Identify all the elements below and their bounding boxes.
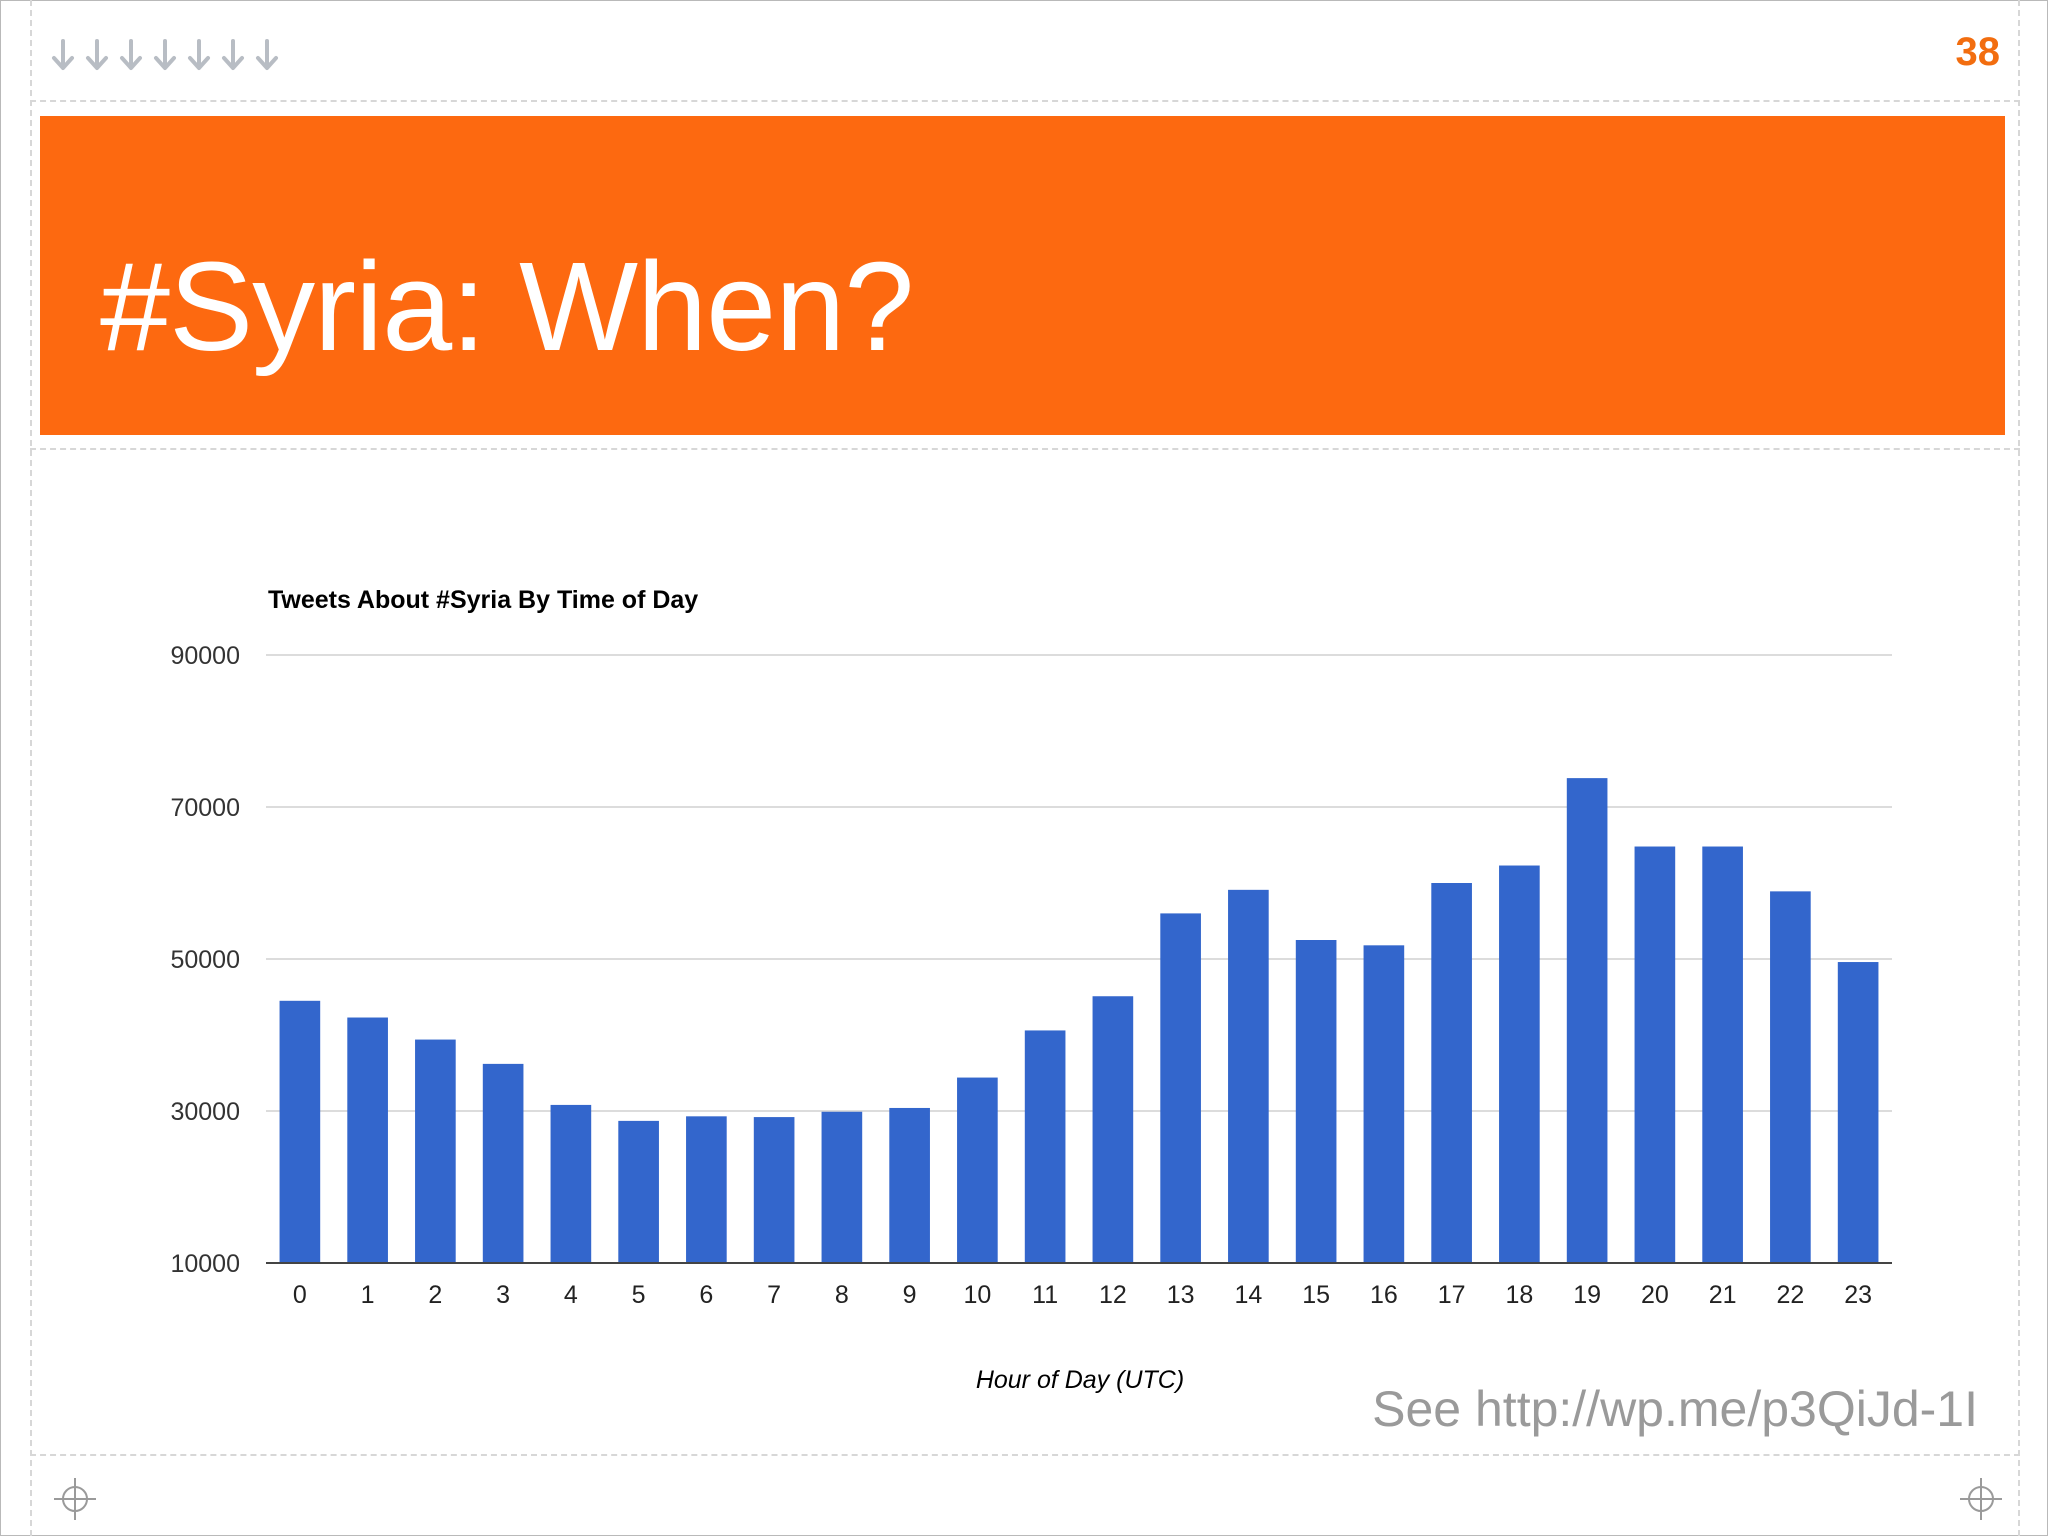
x-tick-label: 10 [963, 1281, 991, 1309]
guide-line-left [30, 0, 32, 1536]
source-footnote: See http://wp.me/p3QiJd-1I [1372, 1381, 1978, 1437]
x-tick-label: 1 [361, 1281, 375, 1309]
bar-hour-15 [1295, 940, 1337, 1263]
slide-number: 38 [1955, 30, 2001, 74]
x-tick-label: 6 [699, 1281, 713, 1309]
bar-hour-0 [279, 1000, 321, 1263]
down-arrow-icon [222, 39, 244, 70]
bar-hour-8 [821, 1111, 863, 1263]
bar-hour-23 [1837, 962, 1879, 1263]
x-tick-label: 0 [293, 1281, 307, 1309]
crosshair-icon [54, 1478, 96, 1520]
crosshair-icon [1960, 1478, 2002, 1520]
bar-hour-18 [1499, 865, 1540, 1263]
bar-hour-14 [1228, 889, 1269, 1263]
bar-hour-1 [347, 1017, 388, 1263]
down-arrows-row [50, 38, 280, 72]
x-tick-label: 21 [1709, 1281, 1737, 1309]
down-arrow-icon [86, 39, 108, 70]
x-tick-label: 3 [496, 1281, 510, 1309]
bar-chart: Tweets About #Syria By Time of Day 10000… [170, 586, 1892, 1394]
bar-hour-10 [957, 1077, 998, 1263]
guide-line-right [2018, 0, 2020, 1536]
down-arrow-icon [188, 39, 210, 70]
guide-line-header [30, 448, 2020, 450]
bar-hour-6 [686, 1116, 727, 1263]
x-tick-label: 19 [1573, 1281, 1601, 1309]
x-tick-label: 18 [1505, 1281, 1533, 1309]
x-tick-label: 9 [903, 1281, 917, 1309]
x-tick-label: 4 [564, 1281, 578, 1309]
down-arrow-icon [120, 39, 142, 70]
down-arrow-icon [52, 39, 74, 70]
y-tick-label: 30000 [170, 1098, 240, 1126]
x-tick-label: 20 [1641, 1281, 1669, 1309]
y-tick-label: 90000 [170, 642, 240, 670]
bar-hour-12 [1092, 996, 1134, 1263]
down-arrow-icon [256, 39, 278, 70]
x-tick-label: 7 [767, 1281, 781, 1309]
bar-hour-9 [889, 1107, 930, 1263]
bar-hour-3 [482, 1063, 524, 1263]
x-tick-label: 23 [1844, 1281, 1872, 1309]
x-tick-label: 16 [1370, 1281, 1398, 1309]
bar-hour-7 [753, 1117, 795, 1263]
x-tick-label: 11 [1032, 1281, 1058, 1309]
x-tick-label: 22 [1776, 1281, 1804, 1309]
down-arrow-icon [154, 39, 176, 70]
guide-line-bottom [30, 1454, 2020, 1456]
bar-hour-22 [1770, 891, 1811, 1263]
bar-hour-19 [1566, 778, 1608, 1263]
bar-hour-4 [550, 1104, 592, 1263]
x-tick-label: 5 [632, 1281, 646, 1309]
x-tick-label: 12 [1099, 1281, 1127, 1309]
slide-title: #Syria: When? [100, 236, 914, 377]
x-tick-label: 8 [835, 1281, 849, 1309]
y-tick-label: 70000 [170, 794, 240, 822]
x-tick-label: 14 [1234, 1281, 1262, 1309]
bar-hour-17 [1431, 883, 1472, 1263]
bar-hour-5 [618, 1120, 659, 1263]
y-tick-label: 10000 [170, 1250, 240, 1278]
bar-hour-13 [1160, 913, 1201, 1263]
y-tick-label: 50000 [170, 946, 240, 974]
x-tick-label: 15 [1302, 1281, 1330, 1309]
x-tick-label: 2 [428, 1281, 442, 1309]
bar-hour-21 [1702, 846, 1743, 1263]
bar-hour-2 [415, 1039, 456, 1263]
bar-hour-11 [1024, 1030, 1066, 1263]
bar-hour-16 [1363, 945, 1405, 1263]
x-axis-label: Hour of Day (UTC) [976, 1366, 1184, 1394]
title-banner: #Syria: When? [40, 116, 2005, 435]
guide-line-top [30, 100, 2020, 102]
bar-hour-20 [1634, 846, 1676, 1263]
x-tick-label: 13 [1167, 1281, 1195, 1309]
chart-title: Tweets About #Syria By Time of Day [268, 586, 698, 614]
x-tick-label: 17 [1438, 1281, 1466, 1309]
